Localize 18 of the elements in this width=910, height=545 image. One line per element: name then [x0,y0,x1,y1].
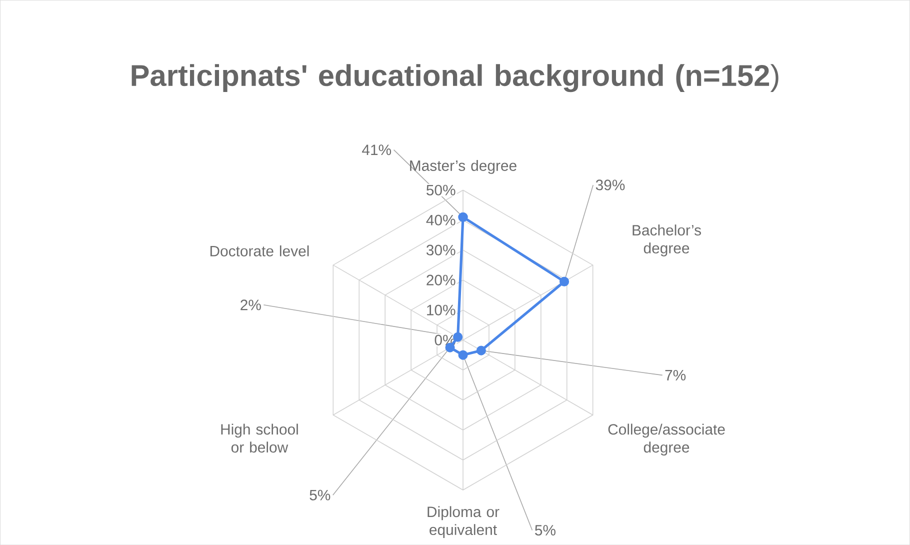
y-tick-label: 30% [426,244,456,256]
spoke-label: Diploma or equivalent [428,506,500,538]
data-label: 7% [665,370,686,380]
data-label: 41% [362,144,392,155]
spoke-label: Bachelor’s degree [632,224,701,256]
chart-title: Participnats' educational background (n=152) [132,64,778,92]
spoke-label: High school or below [221,424,298,453]
data-label: 5% [310,490,330,500]
y-tick-label: 10% [427,304,456,316]
y-tick-label: 40% [426,214,456,226]
spoke-label: College/associate degree [608,424,725,456]
data-label: 2% [240,300,261,310]
spoke-label: Master’s degree [410,160,516,174]
y-tick-label: 50% [426,184,456,196]
spoke-label: Doctorate level [210,245,309,256]
y-tick-label: 20% [426,274,456,286]
data-label: 5% [535,524,556,536]
data-label: 39% [596,180,625,190]
